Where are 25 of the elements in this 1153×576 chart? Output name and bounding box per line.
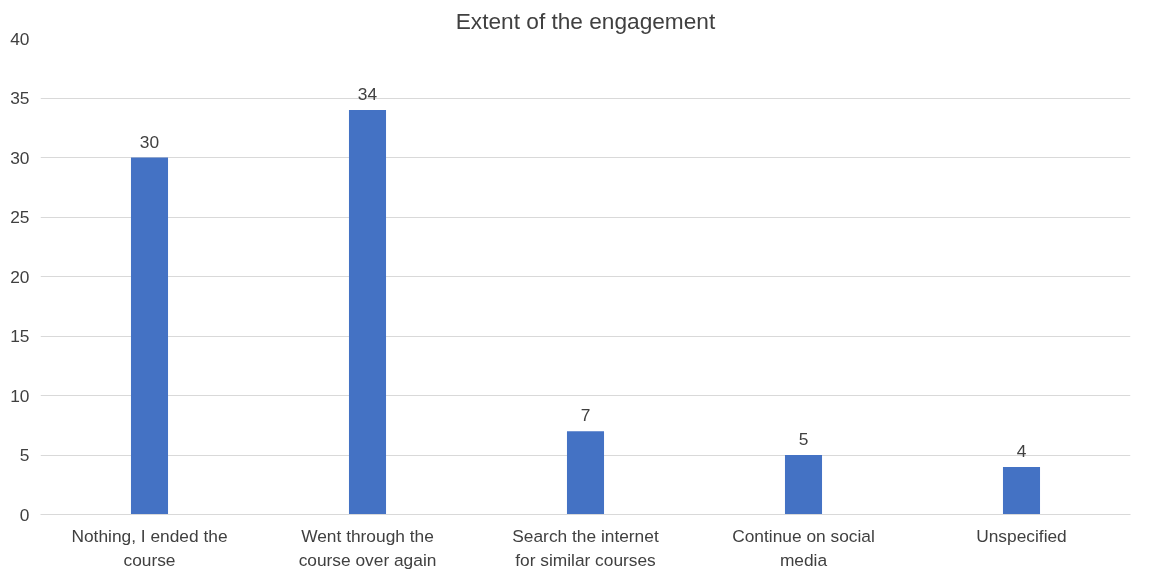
chart-title: Extent of the engagement xyxy=(455,7,716,34)
y-tick-label: 0 xyxy=(19,504,30,525)
data-label: 30 xyxy=(139,131,160,152)
data-label: 34 xyxy=(357,83,378,104)
x-tick-label: Search the internet for similar courses xyxy=(512,525,659,570)
y-tick-label: 35 xyxy=(10,88,30,108)
y-tick-label: 15 xyxy=(10,326,30,346)
y-tick-label: 40 xyxy=(10,28,30,49)
x-tick-label: Nothing, I ended the course xyxy=(71,525,228,570)
bar xyxy=(130,157,169,515)
data-label: 4 xyxy=(1016,440,1027,461)
x-tick-label: Continue on social media xyxy=(732,525,875,570)
data-label: 5 xyxy=(798,429,809,449)
data-label: 7 xyxy=(580,405,591,426)
bar xyxy=(784,455,823,515)
y-tick-label: 30 xyxy=(10,147,30,168)
bar xyxy=(348,109,387,515)
y-tick-label: 25 xyxy=(10,207,30,227)
bar xyxy=(1002,466,1041,515)
y-tick-label: 20 xyxy=(10,266,30,287)
bar xyxy=(566,431,605,515)
x-tick-label: Unspecified xyxy=(976,525,1067,546)
y-tick-label: 5 xyxy=(19,445,30,465)
x-tick-label: Went through the course over again xyxy=(298,525,437,570)
y-tick-label: 10 xyxy=(10,385,30,406)
